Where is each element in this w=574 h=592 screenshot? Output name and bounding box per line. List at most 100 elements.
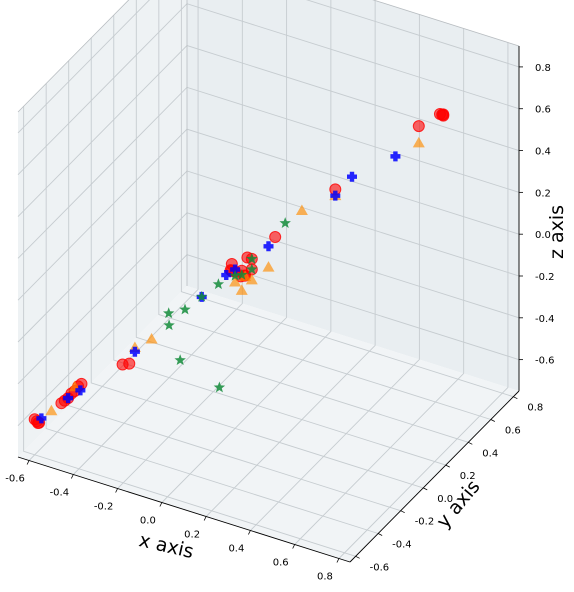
y-tick-mark — [490, 419, 496, 422]
data-point-triangle — [262, 261, 275, 272]
data-markers — [28, 107, 450, 429]
data-point-star — [213, 381, 226, 393]
x-tick-label: -0.6 — [5, 474, 25, 485]
y-tick-label: -0.4 — [392, 540, 412, 551]
x-tick-label: 0.8 — [317, 572, 333, 583]
z-tick-label: 0.2 — [535, 188, 551, 199]
data-point-plus — [36, 413, 47, 424]
data-point-star — [246, 263, 258, 275]
x-tick-label: 0.6 — [273, 558, 289, 569]
x-tick-label: -0.4 — [50, 488, 70, 499]
y-tick-mark — [400, 510, 405, 514]
z-tick-label: 0.8 — [535, 63, 551, 74]
y-tick-mark — [445, 464, 450, 468]
data-point-triangle — [239, 270, 252, 282]
grid-lines — [17, 0, 520, 559]
y-tick-label: 0.4 — [482, 448, 498, 459]
data-point-triangle — [45, 404, 58, 416]
grid-line-y — [23, 106, 356, 557]
z-tick-label: -0.2 — [535, 272, 555, 283]
y-tick-label: 0.0 — [437, 494, 453, 505]
data-point-star — [179, 303, 191, 315]
data-point-star — [246, 252, 258, 264]
x-tick-mark — [248, 530, 251, 535]
x-tick-mark — [336, 558, 340, 563]
data-point-triangle — [245, 273, 258, 285]
y-tick-label: 0.6 — [505, 426, 521, 437]
grid-line-x — [117, 0, 288, 489]
grid-line-y — [113, 15, 446, 466]
grid-line-x — [294, 28, 465, 545]
z-tick-label: -0.6 — [535, 356, 555, 367]
grid-line-y — [135, 0, 469, 443]
x-tick-mark — [203, 516, 207, 521]
data-point-star — [163, 319, 175, 331]
z-axis-label: z axis — [546, 205, 568, 259]
data-point-plus — [230, 264, 241, 275]
data-point-triangle — [235, 284, 248, 295]
grid-line-x — [73, 0, 243, 475]
data-point-triangle — [295, 204, 308, 216]
y-tick-label: 0.2 — [460, 471, 476, 482]
grid-line-y — [180, 0, 514, 398]
z-tick-label: 0.6 — [535, 105, 551, 116]
y-tick-mark — [513, 396, 518, 400]
data-point-triangle — [412, 136, 425, 148]
data-point-star — [229, 269, 241, 281]
grid-line-x — [338, 42, 509, 559]
data-point-star — [279, 217, 291, 229]
grid-line-x — [205, 0, 376, 517]
data-point-plus — [75, 385, 86, 396]
data-point-plus — [263, 241, 274, 252]
data-point-plus — [390, 151, 401, 162]
x-tick-label: 0.0 — [140, 516, 156, 527]
y-tick-mark — [468, 441, 473, 445]
grid-line-z — [17, 0, 520, 134]
z-tick-label: 0.0 — [535, 230, 551, 241]
grid-line-y — [90, 37, 424, 489]
data-point-plus — [347, 171, 357, 182]
y-tick-label: 0.8 — [527, 403, 543, 414]
data-point-star — [236, 268, 248, 280]
grid-line-x — [28, 0, 199, 461]
pane-top-edge — [17, 0, 520, 113]
grid-line-y — [158, 0, 491, 420]
axis-panes — [18, 0, 519, 562]
data-point-star — [212, 278, 225, 290]
pane-right — [187, 0, 519, 391]
x-tick-label: -0.2 — [94, 502, 114, 513]
data-point-star — [195, 290, 208, 302]
z-tick-label: 0.4 — [535, 147, 551, 158]
x-tick-mark — [115, 488, 118, 493]
y-tick-label: -0.2 — [415, 517, 435, 528]
y-tick-label: -0.6 — [370, 562, 390, 573]
grid-line-x — [161, 0, 332, 503]
y-tick-mark — [355, 555, 360, 559]
x-tick-mark — [292, 544, 296, 549]
x-tick-label: 0.4 — [228, 544, 244, 555]
x-tick-mark — [26, 460, 30, 465]
grid-line-y — [45, 83, 379, 534]
x-tick-label: 0.2 — [184, 530, 200, 541]
y-tick-mark — [377, 533, 383, 536]
data-point-triangle — [145, 333, 158, 344]
data-point-circle — [433, 107, 446, 120]
pane-floor — [18, 286, 519, 562]
data-point-circle — [116, 358, 129, 371]
z-tick-label: -0.4 — [535, 314, 555, 325]
data-point-plus — [129, 346, 140, 357]
grid-line-y — [68, 60, 401, 512]
data-point-circle — [412, 120, 425, 133]
pane-left — [18, 0, 187, 457]
x-tick-mark — [70, 474, 74, 479]
data-point-plus — [330, 190, 341, 201]
y-tick-mark — [423, 487, 428, 491]
x-tick-mark — [159, 502, 163, 507]
data-point-star — [174, 354, 186, 366]
data-point-plus — [63, 393, 74, 404]
tick-labels: -0.6-0.4-0.20.00.20.40.60.8-0.6-0.4-0.20… — [5, 63, 554, 583]
data-point-triangle — [229, 276, 242, 287]
data-point-star — [162, 307, 175, 319]
data-point-plus — [221, 270, 232, 281]
